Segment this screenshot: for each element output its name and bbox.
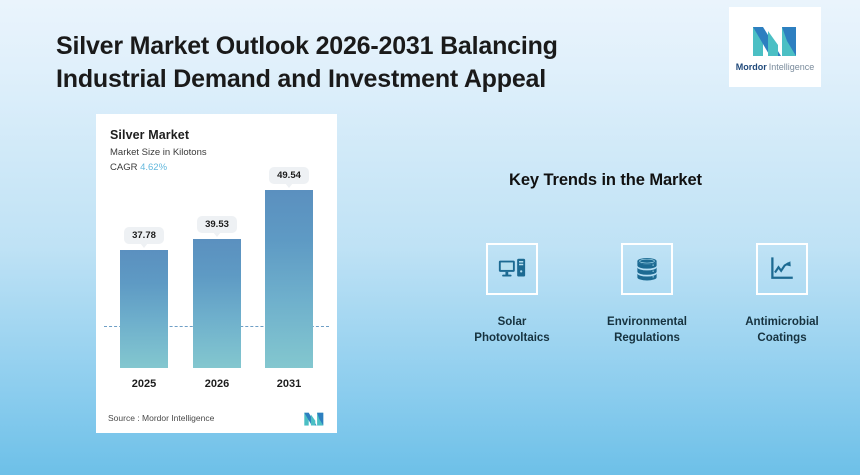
- trend-item-environmental-regulations[interactable]: Environmental Regulations: [587, 243, 707, 347]
- chart-footer: Source : Mordor Intelligence: [96, 403, 337, 433]
- mordor-m-logo-icon: [751, 23, 799, 57]
- database-stack-icon: [621, 243, 673, 295]
- chart-cagr-value: 4.62%: [140, 162, 168, 173]
- bar-2026[interactable]: [193, 239, 241, 368]
- page-title-line-1: Silver Market Outlook 2026-2031 Balancin…: [56, 32, 558, 60]
- trend-label-line-1: Solar: [497, 316, 527, 328]
- brand-badge: Mordor Intelligence: [729, 7, 821, 87]
- bar-group-2025[interactable]: 37.78: [120, 227, 168, 368]
- trend-label-line-1: Environmental: [607, 316, 687, 328]
- page-title: Silver Market Outlook 2026-2031 Balancin…: [56, 30, 656, 96]
- bar-chart-plot: 37.78 39.53 49.54 2025 2026 2031: [96, 167, 337, 414]
- trend-label-solar-photovoltaics: Solar Photovoltaics: [474, 314, 549, 347]
- trend-label-line-2: Coatings: [757, 332, 807, 345]
- chart-subtitle: Market Size in Kilotons: [110, 147, 207, 158]
- trend-label-environmental-regulations: Environmental Regulations: [607, 314, 687, 347]
- trend-label-antimicrobial-coatings: Antimicrobial Coatings: [745, 314, 818, 347]
- x-axis-label-2026: 2026: [204, 378, 230, 390]
- key-trends-heading: Key Trends in the Market: [509, 171, 702, 189]
- x-axis-label-2031: 2031: [276, 378, 302, 390]
- brand-name-bold: Mordor: [735, 61, 767, 72]
- chart-header: Silver Market Market Size in Kilotons CA…: [110, 128, 327, 173]
- mordor-m-logo-icon: [303, 411, 325, 426]
- trend-label-line-2: Photovoltaics: [474, 332, 550, 345]
- brand-wordmark: Mordor Intelligence: [735, 61, 815, 72]
- bar-value-label: 39.53: [197, 216, 237, 237]
- chart-card: Silver Market Market Size in Kilotons CA…: [96, 114, 337, 433]
- bar-2031[interactable]: [265, 190, 313, 368]
- bar-value-label: 37.78: [124, 227, 164, 248]
- trend-label-line-2: Regulations: [614, 332, 680, 345]
- trend-item-solar-photovoltaics[interactable]: Solar Photovoltaics: [452, 243, 572, 347]
- desktop-computer-icon: [486, 243, 538, 295]
- chart-title: Silver Market: [110, 128, 190, 142]
- chart-cagr-label: CAGR: [110, 162, 138, 173]
- key-trends-row: Solar Photovoltaics Environmental Regula…: [452, 243, 842, 347]
- bar-2025[interactable]: [120, 250, 168, 368]
- bar-value-label: 49.54: [269, 167, 309, 188]
- trend-item-antimicrobial-coatings[interactable]: Antimicrobial Coatings: [722, 243, 842, 347]
- chart-cagr: CAGR 4.62%: [110, 162, 327, 173]
- line-chart-up-icon: [756, 243, 808, 295]
- brand-name-light: Intelligence: [768, 61, 815, 72]
- bar-group-2026[interactable]: 39.53: [193, 216, 241, 368]
- chart-source-text: Source : Mordor Intelligence: [108, 413, 215, 423]
- x-axis-label-2025: 2025: [131, 378, 157, 390]
- page-title-line-2: Industrial Demand and Investment Appeal: [56, 65, 546, 93]
- bar-group-2031[interactable]: 49.54: [265, 167, 313, 368]
- trend-label-line-1: Antimicrobial: [745, 316, 819, 328]
